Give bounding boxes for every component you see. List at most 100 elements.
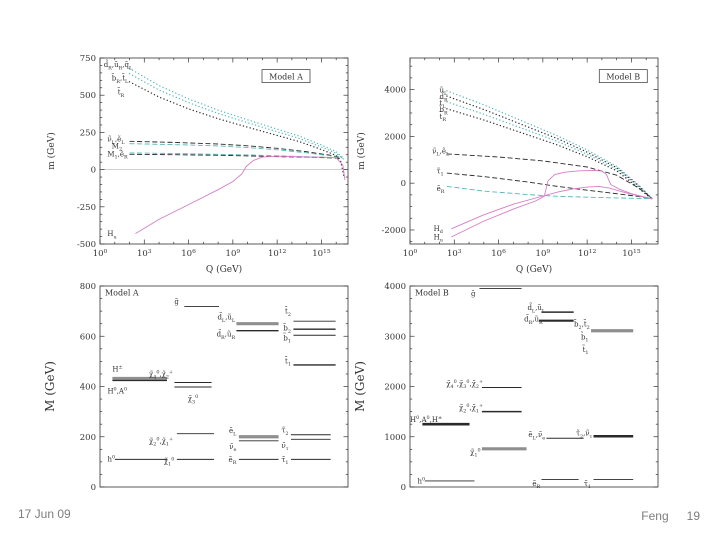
y-tick-label: 0 bbox=[91, 483, 96, 493]
model-title-box bbox=[261, 69, 311, 83]
mass-level-label: χ̃40,χ̃30,χ̃2+ bbox=[446, 379, 483, 390]
mass-level-label: ν̃e bbox=[229, 442, 236, 453]
y-tick-label: 800 bbox=[80, 282, 96, 292]
mass-level-label: χ̃10 bbox=[164, 456, 175, 467]
curve-label: τ̃1 bbox=[437, 167, 444, 178]
y-tick-label: 2000 bbox=[384, 383, 406, 393]
curve-stau_1 bbox=[446, 172, 653, 200]
x-tick-label: 103 bbox=[447, 248, 462, 259]
x-tick-label: 106 bbox=[181, 248, 196, 259]
mass-level-label: ẽR bbox=[229, 456, 237, 466]
y-tick-label: 0 bbox=[91, 166, 96, 176]
mass-level-label: χ̃20,χ̃1+ bbox=[149, 436, 173, 447]
curve-label: ν̃L,ẽL bbox=[107, 135, 125, 146]
rg_model_a-svg: 100 103 106 109 1012 1015 -500 -250 0 250 500 750 d̃… bbox=[46, 54, 349, 275]
curve-eR_M1_a bbox=[129, 152, 343, 159]
mass-level-label: d̃R,ũR bbox=[217, 328, 236, 341]
curve-label: d̃R,ũR,q̃L bbox=[104, 59, 133, 72]
mass-level-label: ẽL bbox=[229, 427, 237, 437]
curve-label: ν̃L,ẽL bbox=[432, 146, 450, 157]
mass-level-label: χ̃10 bbox=[470, 447, 481, 458]
curve-eR bbox=[446, 185, 653, 200]
mass-level-label: τ̃1 bbox=[584, 479, 591, 490]
x-tick-label: 109 bbox=[536, 248, 551, 259]
y-axis-label: M (GeV) bbox=[353, 361, 367, 412]
y-tick-label: 0 bbox=[401, 483, 406, 493]
mass-level-label: t̃1 bbox=[285, 355, 291, 368]
mass-level-label: b̃2 bbox=[283, 322, 291, 335]
y-tick-label: -500 bbox=[77, 240, 96, 250]
mass-spectrum-model-a: 0 200 400 600 800 h0 H± H0,A0 g̃ χ̃40,χ̃2+ χ̃30 χ̃2… bbox=[42, 274, 362, 502]
curve-label: ẽR bbox=[437, 185, 445, 195]
mass-level-label: τ̃2,ν̃τ bbox=[576, 429, 592, 440]
mass-level-label: χ̃30 bbox=[188, 394, 199, 405]
model-title: Model B bbox=[415, 289, 449, 298]
y-axis-label: M (GeV) bbox=[43, 361, 57, 412]
mass-level-label: h0 bbox=[417, 476, 425, 485]
curve-label: M1,ẽR bbox=[107, 150, 128, 160]
rg-plot-model-a: 100 103 106 109 1012 1015 -500 -250 0 250 500 750 d̃… bbox=[42, 46, 362, 282]
curve-label: t̃R bbox=[439, 110, 446, 123]
curve-label: M2 bbox=[112, 142, 122, 152]
curve-squarks_1 bbox=[446, 90, 653, 200]
y-tick-label: 4000 bbox=[384, 282, 406, 292]
mass-level-label: b̃1 bbox=[581, 331, 589, 344]
mass-level-label: H0,A0,H± bbox=[410, 415, 442, 424]
mass-level-label: b̃1 bbox=[283, 332, 291, 345]
y-tick-label: 3000 bbox=[384, 332, 406, 342]
x-tick-label: 1012 bbox=[578, 248, 597, 259]
mass-level-label: b̃2,t̃2 bbox=[574, 318, 590, 331]
mass-level-label: d̃L,ũL bbox=[527, 302, 545, 315]
y-tick-label: 500 bbox=[80, 91, 96, 101]
y-tick-label: 750 bbox=[80, 54, 96, 64]
spectrum_model_a-svg: 0 200 400 600 800 h0 H± H0,A0 g̃ χ̃40,χ̃2+ χ̃30 χ̃2… bbox=[43, 282, 349, 493]
x-tick-label: 100 bbox=[403, 248, 418, 259]
mass-level-label: τ̃2 bbox=[281, 426, 288, 437]
curve-label: ũL bbox=[440, 87, 449, 97]
curve-squarks_bR_tL bbox=[128, 72, 345, 160]
y-tick-label: 1000 bbox=[384, 433, 406, 443]
y-tick-label: -2000 bbox=[381, 226, 406, 236]
slide-date: 17 Jun 09 bbox=[18, 507, 71, 521]
y-axis-label: m (GeV) bbox=[46, 132, 57, 169]
model-title: Model B bbox=[606, 73, 640, 82]
x-tick-label: 1015 bbox=[622, 248, 641, 259]
x-tick-label: 103 bbox=[137, 248, 152, 259]
curve-label: t̃L bbox=[439, 97, 446, 110]
y-tick-label: 2000 bbox=[384, 132, 406, 142]
curve-Hd bbox=[451, 185, 653, 230]
mass-level-label: H0,A0 bbox=[107, 387, 127, 396]
y-axis-label: m (GeV) bbox=[356, 132, 367, 169]
y-tick-label: 0 bbox=[401, 179, 406, 189]
curve-squarks_4 bbox=[446, 108, 653, 200]
x-tick-label: 106 bbox=[491, 248, 506, 259]
curve-label: Hu bbox=[434, 233, 443, 243]
curve-eR_M1_b bbox=[129, 153, 343, 159]
y-tick-label: 250 bbox=[80, 128, 96, 138]
mass-level-label: ẽR bbox=[532, 480, 540, 490]
curve-sleptons_L bbox=[129, 140, 343, 159]
curve-label: Hu bbox=[107, 230, 116, 240]
mass-level-label: χ̃40,χ̃2+ bbox=[149, 369, 173, 380]
x-tick-label: 1012 bbox=[268, 248, 287, 259]
mass-level-label: g̃ bbox=[174, 297, 179, 306]
curve-stop_tR bbox=[128, 81, 345, 180]
mass-level-label: t̃2 bbox=[285, 305, 291, 318]
slide-footer-right: Feng 19 bbox=[641, 509, 700, 523]
mass-spectrum-model-b: 0 1000 2000 3000 4000 h0 H0,A0,H± χ̃10 χ̃20,χ̃1+… bbox=[352, 274, 672, 502]
mass-level-label: ẽL,ν̃e bbox=[528, 430, 545, 441]
x-axis-label: Q (GeV) bbox=[516, 264, 552, 275]
mass-level-label: d̃L,ũL bbox=[217, 311, 235, 324]
mass-level-label: ν̃τ bbox=[281, 441, 288, 452]
curve-squarks_3 bbox=[446, 101, 653, 200]
curve-label: b̃R bbox=[439, 104, 448, 117]
mass-level-label: t̃1 bbox=[582, 343, 588, 356]
curve-sleptons_L bbox=[446, 153, 653, 199]
slide-page-number: 19 bbox=[686, 509, 700, 523]
model-title-box bbox=[598, 69, 648, 83]
curve-label: Hd bbox=[434, 225, 443, 235]
x-tick-label: 100 bbox=[93, 248, 108, 259]
x-axis-label: Q (GeV) bbox=[206, 264, 242, 275]
